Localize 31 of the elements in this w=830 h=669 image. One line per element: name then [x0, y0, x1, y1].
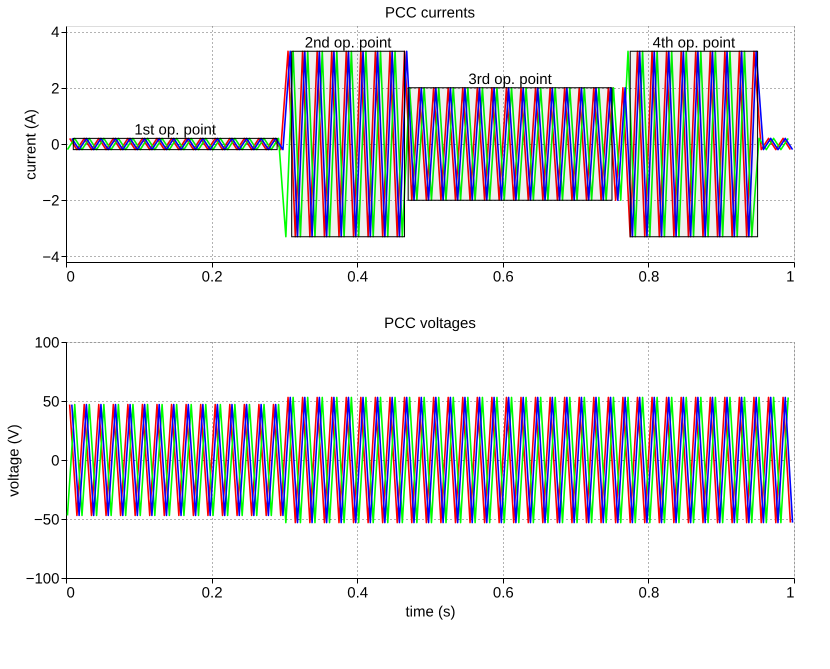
y-tick-label: 50 — [42, 394, 60, 410]
x-tick-label: 1 — [786, 584, 794, 602]
y-tick-label: 4 — [51, 24, 60, 42]
y-tick-label: −4 — [42, 248, 60, 266]
x-tick-label: 0.2 — [202, 268, 223, 286]
x-tick-label: 0 — [66, 268, 75, 286]
y-tick-label: −2 — [42, 192, 60, 210]
y-axis-title: voltage (V) — [6, 424, 23, 497]
y-tick-label: 100 — [34, 334, 60, 352]
y-axis-title: current (A) — [22, 109, 40, 180]
y-tick-label: 0 — [51, 136, 60, 154]
chart-title: PCC currents — [384, 4, 476, 22]
x-axis-title: time (s) — [406, 604, 456, 620]
x-tick-label: 0.8 — [638, 584, 660, 602]
x-tick-label: 0.2 — [202, 584, 223, 602]
x-tick-label: 0.4 — [347, 268, 368, 286]
y-tick-label: 0 — [51, 452, 60, 470]
band-label: 3rd op. point — [468, 70, 553, 88]
chart-title: PCC voltages — [384, 315, 476, 332]
y-tick-label: 2 — [51, 80, 60, 98]
x-tick-label: 0 — [66, 584, 75, 602]
y-tick-label: −100 — [26, 570, 60, 588]
x-tick-label: 1 — [786, 268, 794, 286]
x-tick-label: 0.8 — [638, 268, 660, 286]
band-label: 4th op. point — [652, 34, 736, 52]
band-label: 2nd op. point — [304, 34, 392, 52]
x-tick-label: 0.6 — [492, 268, 514, 286]
band-label: 1st op. point — [134, 121, 217, 138]
y-tick-label: −50 — [34, 512, 60, 528]
x-tick-label: 0.6 — [492, 584, 514, 602]
x-tick-label: 0.4 — [347, 584, 368, 602]
